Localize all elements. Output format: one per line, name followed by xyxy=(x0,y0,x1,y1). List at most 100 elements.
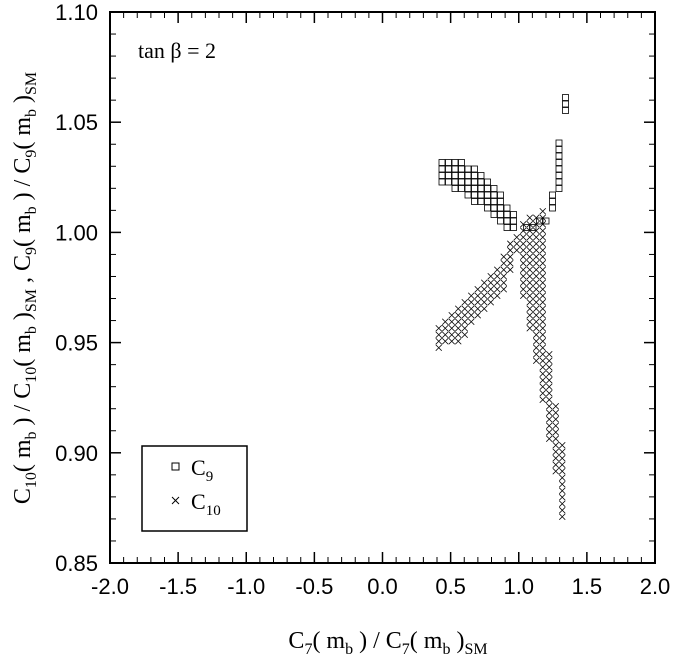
c10-point xyxy=(539,396,547,404)
c10-point xyxy=(539,240,547,248)
c10-point xyxy=(526,279,534,287)
x-tick-label: 0.5 xyxy=(435,574,466,599)
c9-point xyxy=(464,191,472,199)
c10-point xyxy=(474,292,482,300)
c10-point xyxy=(539,344,547,352)
c10-point xyxy=(532,337,540,345)
c10-point xyxy=(539,285,547,293)
c10-point xyxy=(487,272,495,280)
c10-point xyxy=(539,279,547,287)
c10-point xyxy=(493,292,501,300)
c10-point xyxy=(461,298,469,306)
c9-point xyxy=(445,165,452,173)
c10-point xyxy=(519,292,527,300)
c10-point xyxy=(539,207,547,215)
x-tick-label: 1.0 xyxy=(503,574,534,599)
c10-point xyxy=(552,428,560,436)
c9-point xyxy=(484,178,491,186)
x-tick-labels: -2.0 -1.5 -1.0 -0.5 0.0 0.5 1.0 1.5 2.0 xyxy=(91,574,670,599)
c9-point xyxy=(451,185,459,192)
c9-point xyxy=(549,198,556,205)
c9-point xyxy=(536,217,543,225)
c9-point xyxy=(451,165,459,173)
c10-point xyxy=(532,233,540,241)
c10-point xyxy=(532,246,540,254)
c10-point xyxy=(506,253,514,261)
c10-point xyxy=(552,448,560,456)
c10-point xyxy=(441,324,449,332)
c10-point xyxy=(493,272,501,280)
c10-point xyxy=(539,272,547,280)
c10-point xyxy=(526,285,534,293)
c9-point xyxy=(458,185,465,192)
y-tick-label: 1.05 xyxy=(55,110,98,135)
y-axis-title: C10( mb ) / C10( mb )SM , C9( mb ) / C9(… xyxy=(10,72,40,504)
x-axis-title: C7( mb ) / C7( mb )SM xyxy=(288,628,487,658)
c10-point xyxy=(539,227,547,235)
c10-point xyxy=(539,266,547,274)
c10-point xyxy=(545,370,553,378)
c10-point xyxy=(493,279,501,287)
c10-point xyxy=(532,331,540,339)
c9-point xyxy=(555,185,563,192)
c10-point xyxy=(558,493,566,501)
c10-point xyxy=(532,272,540,280)
c9-point xyxy=(464,165,472,173)
legend-marker-c10 xyxy=(171,496,180,505)
c10-point xyxy=(526,220,534,228)
c10-point xyxy=(558,441,566,449)
c10-point xyxy=(461,331,469,339)
c10-point xyxy=(526,246,534,254)
c9-point xyxy=(477,198,485,205)
c10-point xyxy=(526,324,534,332)
x-tick-label: 1.5 xyxy=(572,574,603,599)
c10-point xyxy=(467,318,475,326)
c10-point xyxy=(532,350,540,358)
c10-point xyxy=(467,292,475,300)
c10-point xyxy=(500,266,508,274)
c10-point xyxy=(545,376,553,384)
c10-point xyxy=(539,292,547,300)
c10-point xyxy=(532,357,540,365)
c9-point xyxy=(497,198,504,205)
c10-point xyxy=(532,279,540,287)
c10-point xyxy=(467,305,475,313)
c10-point xyxy=(487,292,495,300)
c10-point xyxy=(441,331,449,339)
c10-point xyxy=(519,259,527,267)
c9-point xyxy=(471,198,478,205)
c9-point xyxy=(497,204,504,212)
c10-point xyxy=(552,441,560,449)
c10-point xyxy=(539,350,547,358)
c9-point xyxy=(549,204,556,212)
c9-point xyxy=(484,185,491,192)
c9-point xyxy=(510,211,517,218)
c9-point xyxy=(438,165,446,173)
c9-point xyxy=(464,185,472,192)
c10-point xyxy=(448,331,456,339)
x-tick-label: -1.5 xyxy=(159,574,197,599)
c10-point xyxy=(545,428,553,436)
c10-point xyxy=(539,383,547,391)
c10-point xyxy=(545,396,553,404)
c9-point xyxy=(490,204,498,212)
c10-point xyxy=(454,318,462,326)
c10-point xyxy=(513,240,521,248)
c9-point xyxy=(555,178,563,186)
legend: C9 C10 xyxy=(141,445,248,532)
c9-point xyxy=(438,172,446,179)
c10-point xyxy=(506,240,514,248)
c10-point xyxy=(506,259,514,267)
c9-point xyxy=(503,217,511,225)
c10-point xyxy=(558,461,566,469)
c9-point xyxy=(477,185,485,192)
c9-point xyxy=(555,139,563,147)
c10-point xyxy=(539,357,547,365)
c10-point xyxy=(539,389,547,397)
c10-point xyxy=(526,298,534,306)
c9-point xyxy=(464,178,472,186)
c10-point xyxy=(532,324,540,332)
c10-point xyxy=(552,422,560,430)
c10-point xyxy=(545,409,553,417)
